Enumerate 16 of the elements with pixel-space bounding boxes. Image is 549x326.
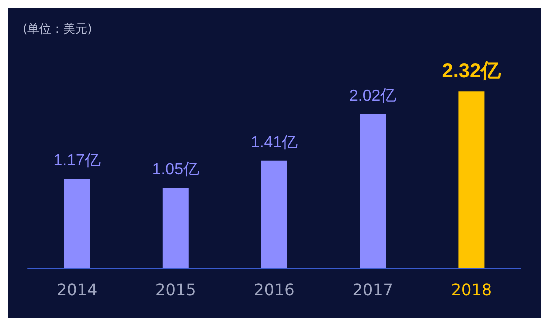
data-label: 1.17亿 xyxy=(54,152,101,170)
bar xyxy=(360,114,386,268)
chart-subtitle: (单位：美元) xyxy=(23,22,92,36)
data-label: 2.02亿 xyxy=(350,88,397,105)
bar xyxy=(262,160,288,268)
x-tick-label: 2017 xyxy=(352,280,394,300)
x-tick-label: 2015 xyxy=(156,280,196,300)
bar xyxy=(162,188,189,268)
x-tick-label: 2014 xyxy=(56,280,98,300)
data-label: 1.41亿 xyxy=(250,134,298,152)
data-label: 1.05亿 xyxy=(152,162,200,179)
bar xyxy=(64,179,90,268)
data-label: 2.32亿 xyxy=(442,60,502,83)
bar xyxy=(458,92,485,268)
x-tick-label: 2018 xyxy=(451,280,492,300)
x-tick-label: 2016 xyxy=(254,280,295,300)
